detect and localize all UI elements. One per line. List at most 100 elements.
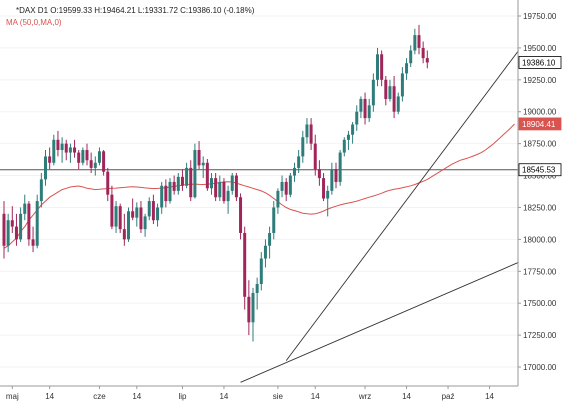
candle-body bbox=[288, 175, 292, 195]
candle-body bbox=[197, 150, 201, 166]
candle-body bbox=[118, 206, 122, 230]
candle bbox=[48, 147, 52, 170]
candle-body bbox=[272, 207, 276, 233]
moving-average-line bbox=[3, 123, 515, 249]
candle-body bbox=[313, 143, 317, 170]
candle bbox=[346, 130, 350, 151]
candle bbox=[147, 197, 151, 221]
grid-layer bbox=[0, 15, 518, 368]
candle bbox=[263, 239, 267, 268]
candle bbox=[400, 67, 404, 102]
candle bbox=[93, 156, 97, 176]
candle bbox=[106, 167, 110, 202]
candle-layer bbox=[2, 24, 429, 342]
candle bbox=[172, 175, 176, 195]
candle-body bbox=[413, 35, 417, 51]
candle bbox=[131, 198, 135, 221]
trendline bbox=[240, 261, 519, 383]
price-badge-label: 18904.41 bbox=[522, 120, 556, 129]
candle-body bbox=[425, 58, 429, 63]
candle-body bbox=[27, 203, 31, 240]
candle-body bbox=[44, 156, 47, 180]
candle-body bbox=[309, 124, 313, 144]
candle bbox=[309, 118, 313, 151]
candle bbox=[193, 143, 197, 199]
candle-body bbox=[64, 143, 68, 153]
y-tick-label: 17750.00 bbox=[523, 267, 557, 276]
x-tick-label: 14 bbox=[219, 392, 228, 401]
x-tick-label: 14 bbox=[311, 392, 320, 401]
candle-body bbox=[97, 151, 101, 163]
candle bbox=[359, 96, 363, 119]
candle bbox=[288, 172, 292, 198]
x-tick-label: paź bbox=[442, 392, 455, 401]
y-tick-label: 17500.00 bbox=[523, 299, 557, 308]
price-badge: 19386.10 bbox=[518, 56, 562, 69]
candle-body bbox=[189, 167, 193, 198]
candle bbox=[6, 213, 10, 253]
candle bbox=[77, 150, 81, 170]
candle bbox=[14, 213, 18, 246]
candle-body bbox=[251, 292, 255, 323]
candle bbox=[326, 185, 330, 217]
candle bbox=[114, 201, 118, 233]
candle-body bbox=[122, 229, 126, 240]
candle-body bbox=[388, 86, 392, 99]
candle bbox=[122, 213, 126, 246]
candle-body bbox=[405, 63, 409, 74]
candle-body bbox=[176, 176, 180, 191]
candle bbox=[396, 92, 400, 115]
candle-body bbox=[222, 181, 226, 202]
candle-body bbox=[156, 207, 160, 221]
candle bbox=[255, 277, 259, 310]
candle-body bbox=[2, 213, 6, 246]
candle-body bbox=[151, 201, 155, 221]
candle-body bbox=[293, 167, 296, 176]
candle bbox=[413, 28, 417, 55]
candle-body bbox=[230, 175, 234, 191]
candle-body bbox=[14, 226, 18, 240]
candle bbox=[160, 181, 164, 214]
x-tick-label: sie bbox=[273, 392, 284, 401]
candle-body bbox=[280, 181, 284, 191]
candle bbox=[214, 172, 218, 202]
price-badge-label: 18545.53 bbox=[522, 166, 556, 175]
candle-body bbox=[284, 181, 288, 195]
candle-body bbox=[210, 178, 213, 189]
candle-body bbox=[297, 156, 301, 168]
candle-body bbox=[322, 178, 326, 199]
candle-body bbox=[342, 139, 346, 153]
candle-body bbox=[259, 258, 263, 285]
candle bbox=[351, 121, 355, 144]
candle bbox=[89, 152, 93, 173]
x-tick-label: maj bbox=[6, 392, 19, 401]
candle-body bbox=[409, 50, 413, 64]
candle-body bbox=[376, 54, 379, 80]
candle bbox=[284, 178, 288, 202]
price-badge-label: 19386.10 bbox=[522, 58, 556, 67]
candle-body bbox=[247, 296, 251, 323]
candle-body bbox=[363, 98, 367, 119]
candle bbox=[280, 175, 284, 198]
candle bbox=[205, 158, 209, 191]
candle bbox=[180, 169, 184, 191]
candle-body bbox=[10, 220, 14, 227]
moving-average-layer bbox=[3, 123, 515, 249]
price-badge: 18545.53 bbox=[518, 163, 562, 177]
candle-body bbox=[367, 105, 371, 119]
candle bbox=[197, 141, 201, 170]
candle-body bbox=[239, 197, 243, 233]
candle bbox=[392, 75, 396, 119]
candle bbox=[234, 172, 238, 202]
candle-body bbox=[160, 185, 164, 208]
candle bbox=[31, 226, 35, 253]
candle-body bbox=[6, 220, 10, 246]
candle bbox=[222, 178, 226, 204]
candle bbox=[272, 201, 276, 240]
candle bbox=[27, 201, 31, 246]
candle-body bbox=[417, 35, 421, 48]
candle bbox=[10, 206, 14, 233]
candle-body bbox=[214, 178, 218, 198]
